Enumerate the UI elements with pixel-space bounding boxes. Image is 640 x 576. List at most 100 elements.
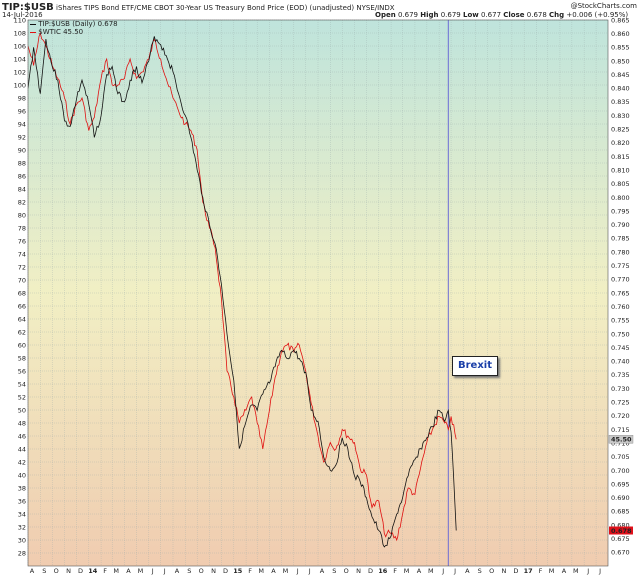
close-value: 0.678 — [526, 11, 547, 19]
left-tick-label: 42 — [18, 458, 26, 466]
right-tick-label: 0.845 — [611, 71, 630, 79]
x-tick-label: F — [539, 567, 543, 575]
right-tick-label: 0.695 — [611, 480, 630, 488]
right-tick-label: 0.715 — [611, 426, 630, 434]
right-tick-label: 0.865 — [611, 16, 630, 24]
x-tick-label: M — [404, 567, 410, 575]
right-tick-label: 0.810 — [611, 166, 630, 174]
right-tick-label: 0.760 — [611, 303, 630, 311]
right-tick-label: 0.830 — [611, 112, 630, 120]
right-tick-label: 0.675 — [611, 535, 630, 543]
x-tick-label: J — [151, 567, 154, 575]
close-label: Close — [503, 11, 525, 19]
left-tick-label: 40 — [18, 471, 26, 479]
right-tick-label: 0.755 — [611, 317, 630, 325]
x-tick-label: F — [103, 567, 107, 575]
x-tick-label: O — [199, 567, 204, 575]
low-label: Low — [463, 11, 479, 19]
left-tick-label: 44 — [18, 445, 26, 453]
x-tick-label: A — [126, 567, 131, 575]
x-tick-label: M — [283, 567, 289, 575]
x-tick-label: M — [573, 567, 579, 575]
left-tick-label: 94 — [18, 120, 26, 128]
left-tick-label: 66 — [18, 302, 26, 310]
chg-label: Chg — [549, 11, 565, 19]
left-tick-label: 60 — [18, 341, 26, 349]
left-tick-label: 58 — [18, 354, 26, 362]
left-tick-label: 72 — [18, 263, 26, 271]
left-tick-label: 28 — [18, 549, 26, 557]
x-tick-label: O — [54, 567, 59, 575]
last-value-badges: 45.50 0.678 — [608, 435, 634, 535]
ratio-last-badge-label: 0.678 — [611, 527, 632, 535]
right-tick-label: 0.705 — [611, 453, 630, 461]
left-tick-label: 74 — [18, 250, 26, 258]
right-tick-label: 0.770 — [611, 276, 630, 284]
right-tick-label: 0.735 — [611, 371, 630, 379]
low-value: 0.677 — [480, 11, 502, 19]
left-tick-label: 36 — [18, 497, 26, 505]
chg-value: +0.006 (+0.95%) — [566, 11, 629, 19]
right-tick-label: 0.700 — [611, 467, 630, 475]
left-tick-label: 82 — [18, 198, 26, 206]
x-tick-label: A — [320, 567, 325, 575]
left-tick-label: 104 — [14, 55, 26, 63]
x-tick-label: M — [258, 567, 264, 575]
left-tick-label: 88 — [18, 159, 26, 167]
x-tick-label: A — [30, 567, 35, 575]
open-value: 0.679 — [397, 11, 418, 19]
x-tick-label: S — [478, 567, 482, 575]
grid — [27, 19, 608, 566]
left-tick-label: 80 — [18, 211, 26, 219]
x-tick-label: J — [163, 567, 166, 575]
high-label: High — [420, 11, 439, 19]
x-tick-label: D — [78, 567, 83, 575]
plot-border — [27, 19, 609, 567]
x-tick-label: M — [113, 567, 119, 575]
wtic-last-badge — [608, 435, 634, 444]
right-tick-label: 0.820 — [611, 139, 630, 147]
chart-description: iShares TIPS Bond ETF/CME CBOT 30-Year U… — [56, 4, 355, 12]
x-tick-label: N — [356, 567, 361, 575]
left-tick-label: 68 — [18, 289, 26, 297]
x-tick-label: F — [393, 567, 397, 575]
right-axis: 0.670 0.675 0.680 0.685 0.690 0.695 0.700 0.705… — [611, 16, 630, 556]
left-tick-label: 108 — [14, 29, 26, 37]
left-tick-label: 62 — [18, 328, 26, 336]
x-tick-label: J — [308, 567, 311, 575]
x-tick-label: D — [368, 567, 373, 575]
x-tick-label: D — [513, 567, 518, 575]
x-tick-label: N — [502, 567, 507, 575]
series-ratio — [28, 36, 457, 548]
right-tick-label: 0.815 — [611, 153, 630, 161]
left-tick-label: 106 — [14, 42, 26, 50]
x-tick-label: J — [586, 567, 589, 575]
right-tick-label: 0.670 — [611, 549, 630, 557]
left-tick-label: 90 — [18, 146, 26, 154]
symbol-title: TIP:$USB — [2, 2, 54, 13]
x-tick-label: S — [42, 567, 46, 575]
left-tick-label: 78 — [18, 224, 26, 232]
x-tick-label: O — [344, 567, 349, 575]
right-tick-label: 0.785 — [611, 235, 630, 243]
left-tick-label: 76 — [18, 237, 26, 245]
left-tick-label: 110 — [14, 16, 26, 24]
left-tick-label: 34 — [18, 510, 26, 518]
right-tick-label: 0.850 — [611, 57, 630, 65]
left-tick-label: 70 — [18, 276, 26, 284]
left-tick-label: 46 — [18, 432, 26, 440]
right-tick-label: 0.730 — [611, 385, 630, 393]
x-tick-label: M — [549, 567, 555, 575]
right-tick-label: 0.690 — [611, 494, 630, 502]
left-tick-label: 86 — [18, 172, 26, 180]
left-tick-label: 54 — [18, 380, 26, 388]
right-tick-label: 0.740 — [611, 358, 630, 366]
left-axis: 28 30 32 34 36 38 40 42 44 46 48 50 52 54 56 58 60 62 64 66… — [14, 16, 26, 557]
right-tick-label: 0.855 — [611, 44, 630, 52]
right-tick-label: 0.795 — [611, 207, 630, 215]
right-tick-label: 0.780 — [611, 248, 630, 256]
left-tick-label: 102 — [14, 68, 26, 76]
legend-wtic-label: $WTIC 45.50 — [38, 28, 84, 36]
x-tick-label: 15 — [233, 567, 243, 575]
